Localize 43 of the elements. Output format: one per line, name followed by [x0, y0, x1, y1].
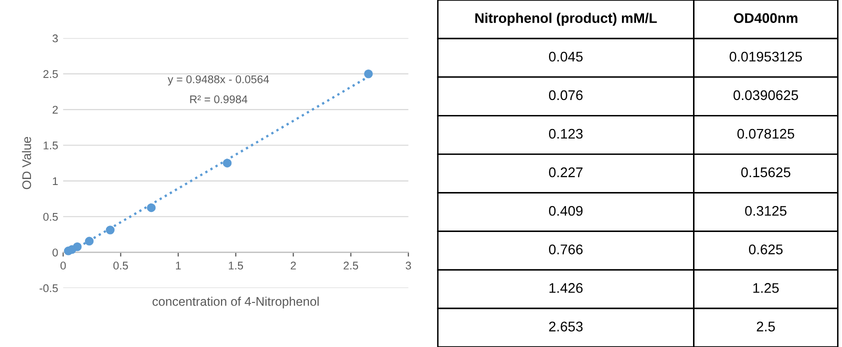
point — [222, 158, 232, 168]
text: 0.625 — [748, 244, 783, 254]
text: OD400nm — [734, 13, 798, 24]
x-tick-label: 2 — [290, 262, 296, 270]
y-tick-label: -0.5 — [40, 284, 58, 292]
point — [364, 69, 373, 78]
text: 0.409 — [548, 206, 583, 216]
text: 0.3125 — [745, 206, 786, 216]
text: 0.076 — [548, 90, 583, 100]
y-tick-label: 1.5 — [44, 142, 58, 150]
text: Nitrophenol (product) mM/L — [475, 12, 657, 26]
x-tick-label: 1.5 — [228, 262, 244, 270]
text: 0.123 — [548, 128, 583, 139]
x-tick-label: 0.5 — [113, 262, 128, 270]
point — [72, 242, 82, 252]
annotation: y = 0.9488x - 0.0564 — [168, 75, 269, 86]
text: 0.045 — [548, 52, 583, 62]
text: 2.5 — [756, 322, 775, 332]
y-axis-title: OD Value — [22, 137, 32, 190]
y-tick-label: 3 — [52, 34, 58, 42]
text: 0.766 — [548, 244, 583, 254]
text: 0.01953125 — [730, 52, 802, 62]
point — [146, 203, 156, 212]
text: 0.078125 — [737, 128, 794, 139]
x-axis-title: concentration of 4-Nitrophenol — [152, 296, 319, 308]
text: 1.25 — [753, 283, 779, 293]
x-tick-label: 0 — [60, 262, 66, 270]
y-tick-label: 0.5 — [43, 212, 58, 221]
x-tick-label: 2.5 — [344, 262, 358, 270]
x-tick-label: 3 — [406, 262, 411, 270]
text: 2.653 — [549, 322, 583, 332]
text: 0.0390625 — [734, 90, 798, 100]
y-tick-label: 0 — [52, 248, 58, 256]
y-tick-label: 2.5 — [43, 70, 58, 78]
annotation: R² = 0.9984 — [190, 95, 248, 104]
point — [106, 226, 115, 234]
text: 1.426 — [550, 283, 583, 293]
y-tick-label: 1 — [52, 177, 58, 185]
text: 0.227 — [548, 167, 583, 178]
y-tick-label: 2 — [52, 106, 58, 114]
x-tick-label: 1 — [176, 262, 181, 270]
text: 0.15625 — [741, 167, 790, 178]
point — [84, 236, 94, 246]
